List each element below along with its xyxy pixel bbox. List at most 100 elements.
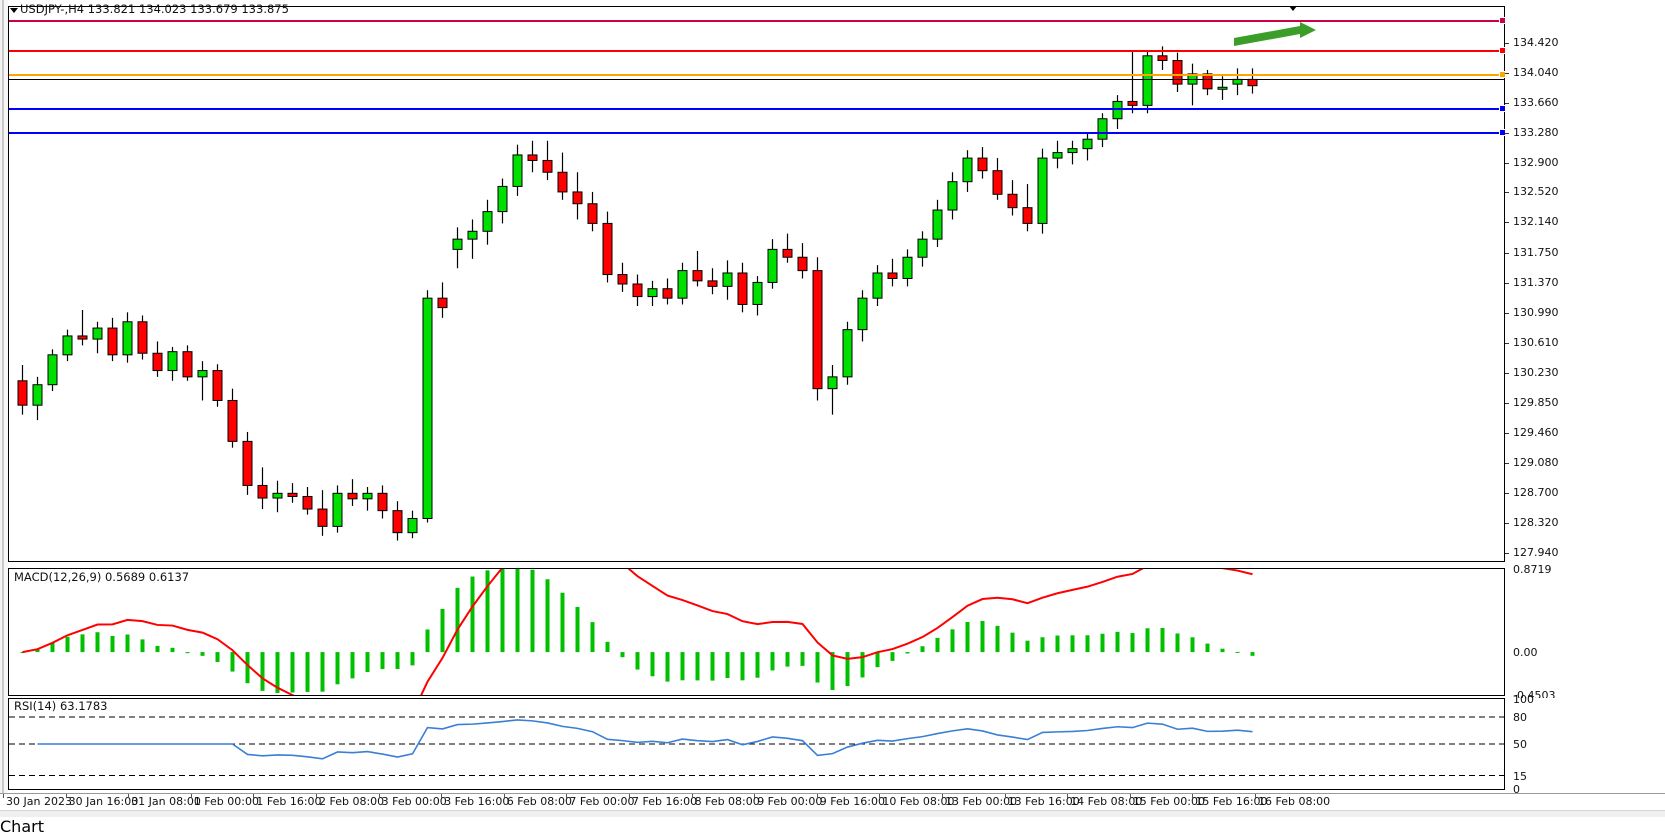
candle-body bbox=[1082, 138, 1093, 150]
macd-histogram-bar bbox=[50, 642, 55, 653]
y-axis-label: 129.460 bbox=[1513, 426, 1559, 440]
macd-histogram-bar bbox=[1145, 628, 1150, 653]
time-axis-tick bbox=[942, 794, 943, 798]
macd-histogram-bar bbox=[755, 652, 760, 678]
collapse-triangle-icon[interactable] bbox=[8, 5, 20, 15]
candle-body bbox=[872, 272, 883, 299]
dropdown-triangle-icon[interactable] bbox=[1287, 3, 1299, 13]
y-tick bbox=[1505, 72, 1509, 74]
macd-histogram-bar bbox=[230, 652, 235, 672]
time-axis-label: 15 Feb 16:00 bbox=[1195, 795, 1268, 808]
symbol-header: USDJPY-,H4 133.821 134.023 133.679 133.8… bbox=[20, 2, 289, 16]
candle-body bbox=[647, 288, 658, 298]
price-level-line[interactable] bbox=[9, 49, 1505, 52]
candle-body bbox=[317, 508, 328, 527]
price-candles-surface bbox=[17, 46, 1258, 541]
time-axis-tick bbox=[1067, 794, 1069, 798]
macd-histogram-bar bbox=[740, 652, 745, 681]
time-axis-label: 30 Jan 16:00 bbox=[68, 795, 139, 808]
price-y-axis[interactable]: 134.420 134.040 133.660 133.280 132.900 132.5… bbox=[1505, 6, 1665, 562]
y-tick bbox=[1505, 222, 1509, 224]
candle-body bbox=[977, 157, 988, 172]
time-axis-label: 9 Feb 16:00 bbox=[819, 795, 885, 808]
macd-histogram-bar bbox=[860, 652, 865, 678]
y-tick bbox=[1505, 522, 1509, 524]
y-tick bbox=[1505, 312, 1509, 314]
macd-histogram-bar bbox=[605, 641, 610, 653]
time-axis-label: 10 Feb 08:00 bbox=[882, 795, 955, 808]
price-level-line[interactable] bbox=[9, 74, 1505, 77]
candle-body bbox=[827, 376, 838, 390]
macd-histogram-bar bbox=[290, 652, 295, 693]
y-axis-label: 134.420 bbox=[1513, 35, 1559, 49]
macd-histogram-bar bbox=[110, 635, 115, 653]
macd-histogram-bar bbox=[155, 645, 160, 653]
price-level-line[interactable] bbox=[9, 19, 1505, 22]
candle-body bbox=[707, 280, 718, 287]
time-axis-label: 3 Feb 00:00 bbox=[381, 795, 447, 808]
time-axis-tick bbox=[691, 794, 693, 798]
macd-histogram-bar bbox=[1220, 648, 1225, 653]
y-axis-label: 133.660 bbox=[1513, 95, 1559, 109]
y-axis-label: 131.370 bbox=[1513, 275, 1559, 289]
rsi-y-label: 50 bbox=[1513, 738, 1527, 751]
candle-body bbox=[107, 327, 118, 356]
candle-body bbox=[1217, 86, 1228, 90]
price-level-line[interactable] bbox=[9, 78, 1505, 80]
candle-body bbox=[62, 335, 73, 356]
candle-body bbox=[437, 297, 448, 309]
macd-histogram-bar bbox=[1250, 652, 1255, 656]
macd-histogram-bar bbox=[1055, 635, 1060, 653]
candle-body bbox=[197, 370, 208, 378]
candle-body bbox=[767, 248, 778, 283]
candle-body bbox=[17, 380, 28, 406]
macd-histogram-bar bbox=[35, 649, 40, 653]
green-trend-arrow[interactable] bbox=[1232, 22, 1318, 48]
vertical-scroll-strip[interactable] bbox=[0, 0, 8, 795]
macd-histogram-bar bbox=[410, 652, 415, 666]
macd-histogram-bar bbox=[335, 652, 340, 685]
macd-histogram-bar bbox=[500, 569, 505, 653]
horizontal-scrollbar[interactable] bbox=[0, 810, 1665, 817]
candle-body bbox=[47, 354, 58, 386]
macd-histogram-bar bbox=[785, 652, 790, 667]
macd-histogram-bar bbox=[65, 636, 70, 653]
time-axis-label: 6 Feb 08:00 bbox=[506, 795, 572, 808]
macd-histogram-bar bbox=[875, 652, 880, 668]
candle-body bbox=[782, 248, 793, 258]
macd-histogram-bar bbox=[305, 652, 310, 692]
time-axis-label: 30 Jan 2023 bbox=[6, 795, 72, 808]
macd-histogram-bar bbox=[485, 570, 490, 653]
time-axis-label: 2 Feb 08:00 bbox=[319, 795, 385, 808]
macd-histogram-bar bbox=[1160, 628, 1165, 653]
macd-histogram-bar bbox=[950, 629, 955, 653]
time-axis[interactable]: 30 Jan 2023 30 Jan 16:00 31 Jan 08:00 1 Feb… bbox=[0, 793, 1665, 811]
macd-histogram-bar bbox=[830, 652, 835, 690]
macd-histogram-bar bbox=[95, 632, 100, 653]
macd-histogram-bar bbox=[620, 652, 625, 658]
candle-body bbox=[887, 272, 898, 279]
time-axis-tick bbox=[816, 794, 818, 798]
time-axis-label: 7 Feb 16:00 bbox=[632, 795, 698, 808]
price-level-line[interactable] bbox=[9, 107, 1505, 110]
macd-y-axis: 0.8719 0.00 -0.4503 bbox=[1505, 564, 1665, 701]
macd-histogram-bar bbox=[170, 647, 175, 653]
macd-histogram-bar bbox=[260, 652, 265, 691]
candle-body bbox=[812, 270, 823, 390]
time-axis-tick bbox=[378, 794, 380, 798]
candle-body bbox=[242, 440, 253, 486]
y-axis-label: 129.080 bbox=[1513, 456, 1559, 470]
candle-body bbox=[257, 484, 268, 499]
macd-histogram-bar bbox=[650, 652, 655, 677]
candle-body bbox=[722, 272, 733, 287]
macd-histogram-bar bbox=[350, 652, 355, 679]
y-tick bbox=[1505, 102, 1509, 104]
y-tick bbox=[1505, 42, 1509, 44]
candle-body bbox=[1022, 207, 1033, 224]
candle-body bbox=[572, 191, 583, 205]
time-axis-label: 9 Feb 00:00 bbox=[757, 795, 823, 808]
time-axis-label: 3 Feb 16:00 bbox=[444, 795, 510, 808]
macd-histogram-bar bbox=[1040, 637, 1045, 653]
rsi-panel[interactable] bbox=[8, 698, 1505, 790]
price-level-line[interactable] bbox=[9, 132, 1505, 135]
